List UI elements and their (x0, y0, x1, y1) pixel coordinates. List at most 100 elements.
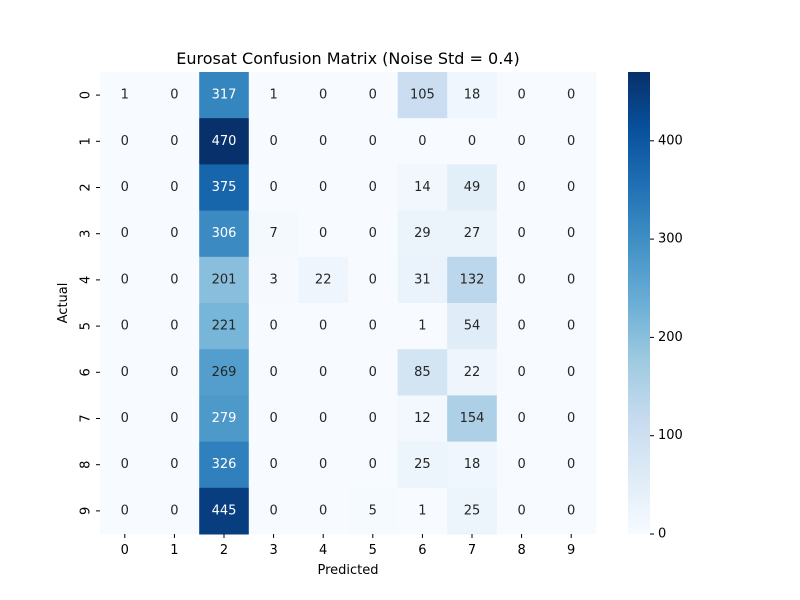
heatmap-cell (397, 303, 448, 350)
x-tick-label: 7 (468, 543, 476, 558)
heatmap-cell (149, 395, 200, 443)
y-tick-label: 7 (79, 414, 94, 422)
cell-value-label: 201 (212, 272, 237, 287)
cell-value-label: 0 (517, 180, 525, 195)
heatmap-cell (397, 395, 448, 443)
heatmap-cell (248, 210, 299, 258)
heatmap-cell (199, 72, 250, 119)
heatmap-cell (348, 256, 399, 304)
heatmap-cell (496, 210, 547, 258)
cell-value-label: 0 (567, 457, 575, 472)
colorbar-tick-label: 100 (658, 428, 683, 443)
cell-value-label: 0 (121, 134, 129, 149)
heatmap-cell (546, 303, 597, 350)
y-tick-label: 3 (79, 230, 94, 238)
y-tick-label: 5 (79, 322, 94, 330)
heatmap-cell (298, 210, 349, 258)
heatmap-cell (248, 303, 299, 350)
heatmap-cell (248, 441, 299, 489)
cell-value-label: 0 (319, 365, 327, 380)
cell-value-label: 0 (517, 365, 525, 380)
heatmap-cell (348, 164, 399, 212)
y-axis-label: Actual (56, 283, 71, 324)
cell-value-label: 0 (369, 134, 377, 149)
heatmap-cell (546, 72, 597, 119)
heatmap-cell (149, 487, 200, 535)
cell-value-label: 0 (170, 134, 178, 149)
cell-value-label: 18 (464, 88, 481, 103)
cell-value-label: 0 (369, 180, 377, 195)
heatmap-cell (199, 164, 250, 212)
heatmap-cell (348, 395, 399, 443)
heatmap-cell (199, 349, 250, 396)
heatmap-cell (149, 118, 200, 165)
colorbar-tick-label: 400 (658, 133, 683, 148)
heatmap-cell (496, 487, 547, 535)
heatmap-cell (546, 349, 597, 396)
cell-value-label: 1 (418, 319, 426, 334)
heatmap-cell (348, 349, 399, 396)
cell-value-label: 221 (212, 319, 237, 334)
y-axis-ticks: 0 1 2 3 4 5 6 7 8 9 (79, 91, 100, 515)
cell-value-label: 445 (212, 503, 237, 518)
heatmap-cell (149, 256, 200, 304)
heatmap-cell (447, 395, 498, 443)
heatmap-cell (298, 303, 349, 350)
cell-value-label: 0 (369, 272, 377, 287)
heatmap-cell (199, 395, 250, 443)
cell-value-label: 0 (517, 134, 525, 149)
heatmap-cell (199, 210, 250, 258)
cell-value-label: 0 (369, 88, 377, 103)
y-tick-label: 1 (79, 137, 94, 145)
heatmap-cell (496, 441, 547, 489)
heatmap-cell (298, 72, 349, 119)
cell-value-label: 0 (517, 411, 525, 426)
cell-value-label: 5 (369, 503, 377, 518)
cell-value-label: 0 (170, 319, 178, 334)
colorbar-tick-label: 300 (658, 232, 683, 247)
colorbar-tick-label: 200 (658, 330, 683, 345)
heatmap-cell (149, 303, 200, 350)
cell-value-label: 0 (468, 134, 476, 149)
x-tick-label: 3 (269, 543, 277, 558)
heatmap-cell (348, 72, 399, 119)
cell-value-label: 18 (464, 457, 481, 472)
heatmap-cell (100, 441, 151, 489)
heatmap-cell (248, 487, 299, 535)
cell-value-label: 0 (369, 365, 377, 380)
heatmap-cell (100, 164, 151, 212)
heatmap-cell (397, 256, 448, 304)
cell-value-label: 14 (414, 180, 431, 195)
cell-value-label: 25 (414, 457, 431, 472)
cell-value-label: 0 (269, 503, 277, 518)
cell-value-label: 0 (517, 503, 525, 518)
heatmap-cell (397, 164, 448, 212)
cell-value-label: 0 (369, 457, 377, 472)
cell-value-label: 0 (319, 503, 327, 518)
cell-value-label: 0 (170, 503, 178, 518)
heatmap-cell (496, 256, 547, 304)
cell-value-label: 154 (460, 411, 485, 426)
cell-value-label: 0 (369, 319, 377, 334)
cell-value-label: 0 (517, 272, 525, 287)
heatmap-cell (397, 118, 448, 165)
y-tick-label: 0 (79, 91, 94, 99)
colorbar-gradient (628, 72, 650, 534)
heatmap-cell (149, 164, 200, 212)
cell-value-label: 0 (567, 226, 575, 241)
heatmap-cell (199, 303, 250, 350)
heatmap-cell (546, 395, 597, 443)
heatmap-cell (100, 487, 151, 535)
x-tick-label: 2 (220, 543, 228, 558)
cell-value-label: 0 (121, 180, 129, 195)
cell-value-label: 0 (269, 411, 277, 426)
heatmap-cell (447, 441, 498, 489)
heatmap-cell (248, 118, 299, 165)
cell-value-label: 29 (414, 226, 431, 241)
cell-value-label: 0 (319, 180, 327, 195)
cell-value-label: 0 (121, 226, 129, 241)
cell-value-label: 326 (212, 457, 237, 472)
heatmap-cell (546, 487, 597, 535)
cell-value-label: 317 (212, 88, 237, 103)
x-tick-label: 0 (121, 543, 129, 558)
